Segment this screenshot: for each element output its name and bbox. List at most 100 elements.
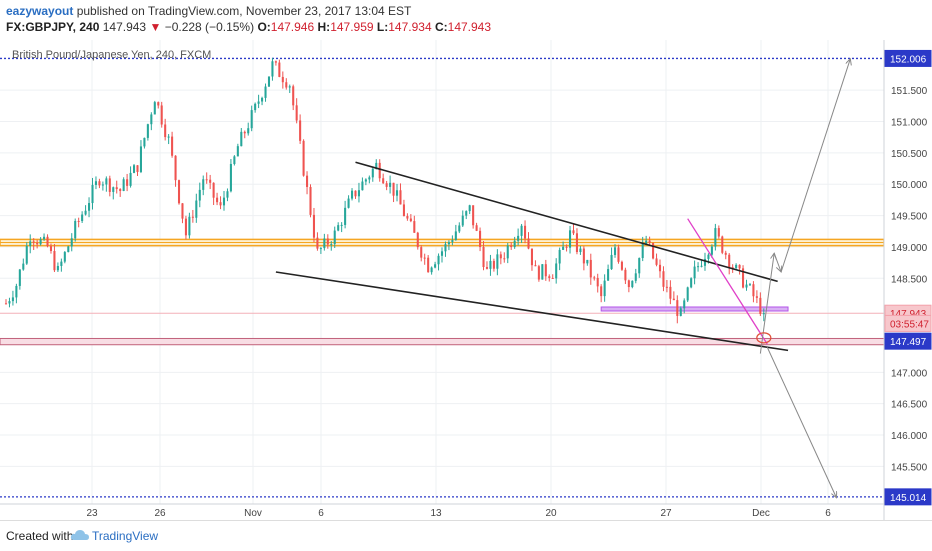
candle-body	[292, 86, 295, 106]
price-label-level: 152.006	[890, 54, 927, 65]
candle-body	[395, 190, 399, 196]
plot-background	[0, 40, 884, 504]
candle-body	[662, 271, 665, 287]
candle-body	[524, 225, 527, 239]
candle-body	[593, 277, 596, 279]
candle-body	[49, 246, 53, 252]
candle-body	[665, 286, 668, 288]
channel-trendline	[355, 161, 778, 283]
projection-arrow	[773, 253, 781, 272]
candle-body	[368, 177, 371, 180]
candle-body	[271, 61, 274, 77]
candle-body	[306, 175, 309, 187]
apex-circle	[756, 332, 772, 344]
candle-body	[437, 255, 440, 265]
candle-body	[205, 179, 208, 181]
candle-body	[29, 241, 32, 246]
candle-body	[326, 238, 329, 245]
close-label: C:	[434, 20, 448, 34]
candle-body	[690, 278, 693, 288]
candle-body	[499, 254, 502, 259]
candle-body	[347, 198, 350, 208]
price-chart[interactable]: British Pound/Japanese Yen, 240, FXCM 15…	[0, 40, 932, 520]
candle-body	[517, 235, 520, 241]
candle-body	[603, 280, 606, 297]
candle-body	[475, 225, 478, 231]
tradingview-brand[interactable]: TradingView	[92, 529, 159, 543]
candle-body	[697, 266, 700, 268]
candle-body	[212, 182, 215, 198]
candle-body	[527, 238, 530, 249]
x-tick-label: 26	[154, 508, 166, 519]
candle-body	[25, 245, 28, 264]
candle-body	[735, 264, 738, 268]
candle-body	[617, 247, 620, 262]
candle-body	[409, 218, 412, 222]
candle-body	[132, 165, 136, 173]
candle-body	[247, 128, 250, 134]
candle-body	[316, 237, 319, 249]
grid	[0, 40, 884, 504]
y-tick-label: 150.000	[891, 180, 928, 191]
candle-body	[420, 247, 423, 258]
candle-body	[655, 258, 658, 265]
candle-body	[454, 231, 457, 241]
candle-body	[416, 232, 419, 248]
candle-body	[434, 264, 437, 268]
x-tick-label: 6	[825, 508, 831, 519]
candle-body	[101, 184, 104, 186]
candle-body	[658, 264, 662, 272]
projection-arrow	[766, 347, 836, 497]
candle-body	[274, 61, 277, 63]
candle-body	[693, 266, 696, 279]
price-label-box	[884, 488, 932, 506]
candle-body	[389, 182, 392, 187]
candle-body	[624, 269, 627, 281]
candle-body	[631, 280, 634, 288]
price-label-last: 147.943	[890, 309, 927, 320]
price-label-timer: 03:55:47	[890, 319, 929, 330]
candle-body	[558, 249, 561, 264]
candle-body	[164, 124, 167, 138]
candle-body	[18, 269, 21, 286]
price-axis[interactable]	[884, 40, 932, 520]
candle-body	[541, 264, 544, 280]
candle-body	[22, 263, 25, 270]
candle-body	[70, 238, 73, 247]
candle-body	[81, 214, 84, 222]
candle-body	[222, 197, 226, 206]
purple-support-line	[600, 306, 789, 312]
high-value: 147.959	[330, 20, 374, 34]
chart-area[interactable]: British Pound/Japanese Yen, 240, FXCM 15…	[0, 40, 932, 520]
candle-body	[84, 210, 87, 215]
candle-body	[703, 258, 707, 266]
candle-body	[461, 215, 464, 226]
candle-body	[742, 268, 745, 288]
open-label: O:	[257, 20, 271, 34]
candle-body	[184, 218, 187, 236]
candle-body	[281, 76, 284, 83]
created-with-text: Created with	[6, 529, 74, 543]
candle-body	[344, 207, 347, 225]
x-tick-label: 6	[318, 508, 324, 519]
price-label-box	[884, 49, 932, 67]
author-link[interactable]: eazywayout	[6, 4, 74, 18]
candle-body	[579, 248, 582, 253]
chart-title: British Pound/Japanese Yen, 240, FXCM	[12, 49, 211, 61]
y-tick-label: 149.000	[891, 243, 928, 254]
candle-body	[202, 179, 205, 190]
candle-body	[534, 265, 537, 267]
x-tick-label: Nov	[244, 508, 262, 519]
candle-body	[160, 105, 163, 125]
candle-body	[226, 191, 229, 198]
y-tick-label: 150.500	[891, 149, 928, 160]
candle-body	[520, 225, 523, 236]
candle-body	[402, 204, 405, 217]
candle-body	[153, 102, 156, 115]
candle-body	[53, 251, 56, 271]
candle-body	[568, 230, 572, 248]
candle-body	[119, 189, 122, 191]
x-tick-label: 27	[660, 508, 672, 519]
candle-body	[752, 284, 755, 297]
candle-body	[472, 205, 475, 226]
